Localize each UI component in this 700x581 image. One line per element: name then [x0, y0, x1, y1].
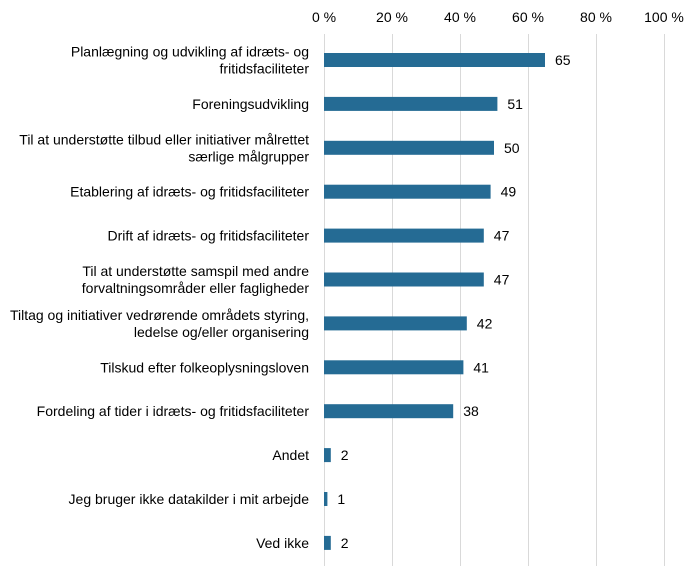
bar-7: [324, 360, 464, 375]
value-label-11: 2: [341, 535, 349, 551]
value-label-1: 51: [507, 96, 523, 112]
value-label-9: 2: [341, 447, 349, 463]
bar-6: [324, 316, 467, 331]
bar-9: [324, 448, 331, 463]
bar-11: [324, 535, 331, 550]
value-label-4: 47: [494, 228, 510, 244]
category-label-7: Tilskud efter folkeoplysningsloven: [100, 359, 309, 375]
bar-2: [324, 140, 494, 155]
value-label-0: 65: [555, 52, 571, 68]
value-label-2: 50: [504, 140, 520, 156]
category-label-8: Fordeling af tider i idræts- og fritidsf…: [37, 403, 310, 419]
bar-4: [324, 228, 484, 243]
bar-1: [324, 96, 498, 111]
bar-10: [324, 492, 328, 506]
x-tick-label-40: 40 %: [444, 9, 476, 25]
category-label-10: Jeg bruger ikke datakilder i mit arbejde: [69, 491, 310, 507]
bar-0: [324, 53, 545, 67]
value-label-6: 42: [477, 315, 493, 331]
category-label-2: Til at understøtte tilbud eller initiati…: [19, 131, 309, 164]
x-tick-label-20: 20 %: [376, 9, 408, 25]
category-label-9: Andet: [272, 447, 309, 463]
x-tick-label-100: 100 %: [644, 9, 684, 25]
x-axis-ticks: 0 % 20 % 40 % 60 % 80 % 100 %: [312, 9, 684, 25]
bars: [324, 53, 545, 550]
category-label-11: Ved ikke: [256, 535, 309, 551]
value-label-8: 38: [463, 403, 479, 419]
value-label-5: 47: [494, 272, 510, 288]
category-labels: Planlægning og udvikling af idræts- og fr…: [10, 44, 309, 551]
value-label-3: 49: [501, 184, 517, 200]
category-label-4: Drift af idræts- og fritidsfaciliteter: [108, 228, 310, 244]
category-label-0: Planlægning og udvikling af idræts- og fr…: [71, 44, 309, 77]
value-label-10: 1: [337, 491, 345, 507]
category-label-3: Etablering af idræts- og fritidsfacilite…: [70, 184, 309, 200]
category-label-5: Til at understøtte samspil med andre forv…: [82, 263, 310, 296]
category-label-1: Foreningsudvikling: [192, 96, 309, 112]
category-label-6: Tiltag og initiativer vedrørende området…: [10, 307, 309, 340]
bar-3: [324, 184, 491, 199]
x-tick-label-80: 80 %: [580, 9, 612, 25]
x-tick-label-60: 60 %: [512, 9, 544, 25]
x-tick-label-0: 0 %: [312, 9, 336, 25]
gridlines: [324, 34, 665, 566]
bar-5: [324, 272, 484, 287]
value-labels: 65 51 50 49 47 47 42 41 38 2 1 2: [337, 52, 570, 551]
value-label-7: 41: [473, 359, 489, 375]
bar-8: [324, 404, 454, 419]
